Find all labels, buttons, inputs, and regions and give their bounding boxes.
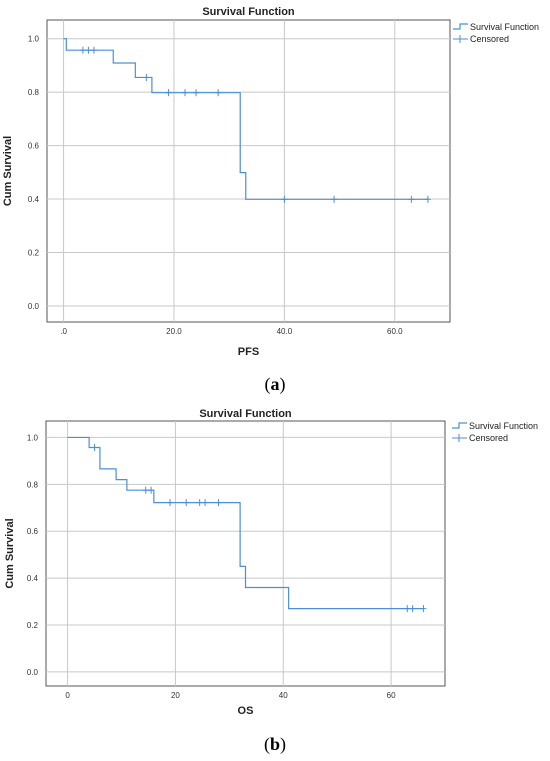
- panel-b-censor-mark: [202, 499, 209, 507]
- panel-a-x-axis-label: PFS: [238, 346, 259, 358]
- caption-a: (a): [265, 374, 286, 395]
- panel-a-x-tick-label: 60.0: [387, 327, 403, 336]
- panel-a-censor-mark: [215, 89, 222, 97]
- panel-a-y-tick-label: 1.0: [28, 35, 40, 44]
- panel-a-censor-mark: [182, 89, 189, 97]
- panel-b-chart: 0.0 0.2 0.4 0.6 0.8 1.0 0 20 40 60 Survival Functi…: [4, 408, 538, 717]
- panel-a-y-tick-label: 0.4: [28, 195, 40, 204]
- panel-b-censor-mark: [409, 605, 416, 613]
- panel-b-y-tick-label: 0.4: [27, 574, 39, 583]
- panel-b-plot-area: [45, 420, 446, 687]
- panel-a-x-tick-label: 20.0: [166, 327, 182, 336]
- panel-b-x-tick-label: 60: [387, 691, 396, 700]
- panel-a-plot-area: [46, 19, 451, 323]
- panel-b-chart-title: Survival Function: [199, 408, 292, 420]
- panel-a-censor-mark: [79, 46, 86, 54]
- panel-b-x-tick-label: 40: [279, 691, 288, 700]
- panel-a-censor-mark: [424, 195, 431, 203]
- panel-a-censor-mark: [408, 195, 415, 203]
- panel-a-censor-mark: [281, 195, 288, 203]
- panel-a-censor-mark: [85, 46, 92, 54]
- panel-b-censor-mark: [420, 605, 427, 613]
- panel-b-legend-survival-label: Survival Function: [469, 421, 538, 431]
- caption-b: (b): [264, 734, 286, 755]
- panel-a-censor-mark: [165, 89, 172, 97]
- panel-b-x-tick-label: 20: [171, 691, 180, 700]
- panel-b-censor-mark: [148, 486, 155, 494]
- panel-b-censor-mark: [196, 499, 203, 507]
- panel-a-censor-mark: [331, 195, 338, 203]
- panel-a-chart-title: Survival Function: [202, 6, 295, 18]
- panel-b-censor-mark: [142, 486, 149, 494]
- panel-a-y-tick-label: 0.6: [28, 142, 40, 151]
- panel-b-y-tick-label: 0.6: [27, 527, 39, 536]
- panel-b-y-tick-label: 0.8: [27, 480, 39, 489]
- panel-a-legend: Survival Function Censored: [453, 22, 539, 44]
- panel-a-legend-censored-label: Censored: [470, 34, 509, 44]
- panel-a-censor-mark: [90, 46, 97, 54]
- panel-a-censor-mark: [143, 73, 150, 81]
- panel-a-censor-mark: [193, 89, 200, 97]
- panel-a-x-tick-label: .0: [60, 327, 67, 336]
- panel-b-censor-mark: [183, 499, 190, 507]
- panel-b-y-tick-label: 1.0: [27, 433, 39, 442]
- panel-b-legend-censored-label: Censored: [469, 433, 508, 443]
- panel-a-y-tick-label: 0.0: [28, 302, 40, 311]
- panel-b-y-tick-label: 0.2: [27, 621, 39, 630]
- panel-b-censor-mark: [91, 444, 98, 451]
- panel-b-censor-mark: [215, 499, 222, 507]
- panel-b-censor-mark: [167, 499, 174, 507]
- panel-a-y-axis-label: Cum Survival: [2, 136, 14, 206]
- panel-b-legend-survival-symbol: [452, 422, 467, 429]
- panel-a-y-tick-label: 0.2: [28, 249, 40, 258]
- panel-a-legend-survival-label: Survival Function: [470, 22, 539, 32]
- panel-a-x-tick-label: 40.0: [277, 327, 293, 336]
- panel-a-chart: 0.0 0.2 0.4 0.6 0.8 1.0 .0 20.0 40.0 60.0 Survival…: [2, 6, 539, 358]
- panel-b-x-axis-label: OS: [238, 705, 254, 717]
- panel-b-legend: Survival Function Censored: [452, 421, 538, 443]
- panel-b-survival-curve: [67, 436, 424, 610]
- panel-b-x-tick-label: 0: [65, 691, 70, 700]
- panel-b-censor-mark: [404, 605, 411, 613]
- panel-a-y-tick-label: 0.8: [28, 88, 40, 97]
- panel-b-y-tick-label: 0.0: [27, 668, 39, 677]
- panel-a-legend-survival-symbol: [453, 23, 468, 30]
- panel-b-y-axis-label: Cum Survival: [4, 518, 16, 588]
